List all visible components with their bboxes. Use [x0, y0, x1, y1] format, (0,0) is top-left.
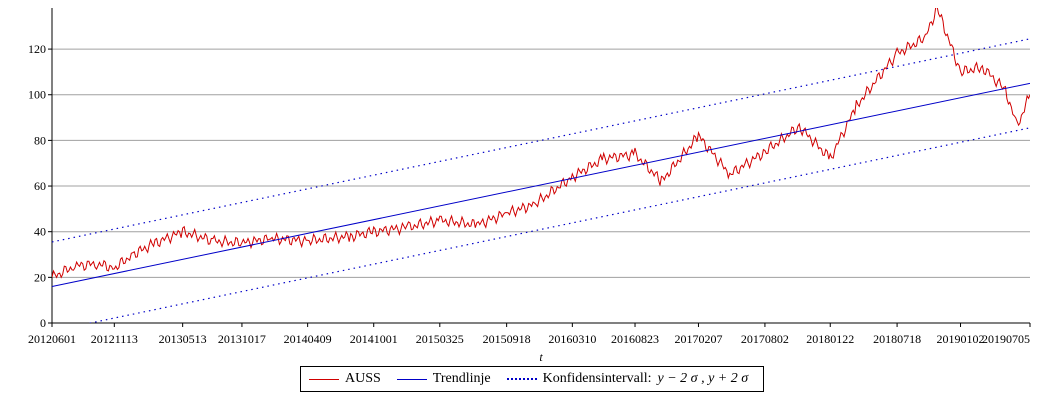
x-tick-label: 20131017: [218, 332, 266, 346]
x-axis-label: t: [539, 350, 543, 364]
x-tick-label: 20150918: [483, 332, 531, 346]
y-tick-label: 120: [28, 42, 46, 56]
legend-swatch-conf: [506, 378, 537, 380]
x-tick-label: 20130513: [159, 332, 207, 346]
x-tick-label: 20190705: [982, 332, 1030, 346]
x-tick-label: 20140409: [284, 332, 332, 346]
x-tick-label: 20120601: [28, 332, 76, 346]
x-tick-label: 20121113: [91, 332, 138, 346]
x-tick-label: 20160310: [548, 332, 596, 346]
y-tick-label: 80: [34, 133, 46, 147]
legend-item-conf: Konfidensintervall: y − 2 σ , y + 2 σ: [506, 371, 749, 387]
legend: AUSS Trendlinje Konfidensintervall: y − …: [300, 366, 764, 392]
x-tick-label: 20180718: [873, 332, 921, 346]
x-tick-label: 20190102: [937, 332, 985, 346]
series-line-conf-lower: [87, 127, 1030, 323]
series-line-trend: [52, 82, 1030, 287]
legend-swatch-auss: [309, 378, 339, 380]
x-tick-label: 20170207: [674, 332, 722, 346]
legend-label-conf: Konfidensintervall:: [542, 371, 652, 386]
y-tick-label: 0: [40, 316, 46, 330]
legend-label-trend: Trendlinje: [432, 371, 491, 386]
y-tick-label: 40: [34, 225, 46, 239]
x-tick-label: 20141001: [350, 332, 398, 346]
legend-item-trend: Trendlinje: [396, 371, 491, 387]
x-tick-label: 20180122: [806, 332, 854, 346]
x-tick-label: 20150325: [416, 332, 464, 346]
legend-item-auss: AUSS: [309, 371, 381, 387]
legend-label-conf-math: y − 2 σ , y + 2 σ: [657, 371, 749, 386]
legend-swatch-trend: [396, 378, 427, 380]
x-tick-label: 20170802: [741, 332, 789, 346]
series-line-conf-upper: [52, 38, 1030, 243]
legend-label-auss: AUSS: [345, 371, 381, 386]
y-tick-label: 60: [34, 179, 46, 193]
series-line-auss: [52, 8, 1030, 279]
y-tick-label: 20: [34, 270, 46, 284]
x-tick-label: 20160823: [611, 332, 659, 346]
y-tick-label: 100: [28, 88, 46, 102]
